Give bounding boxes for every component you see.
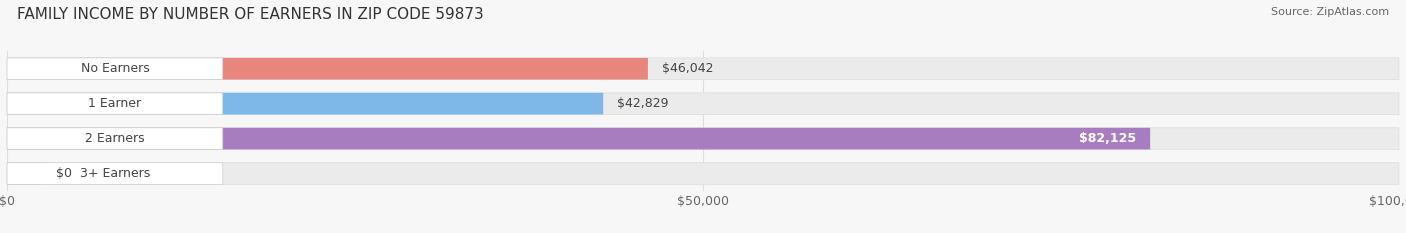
Text: $42,829: $42,829	[617, 97, 669, 110]
FancyBboxPatch shape	[7, 163, 222, 185]
FancyBboxPatch shape	[7, 128, 1399, 150]
FancyBboxPatch shape	[7, 163, 1399, 185]
Text: 2 Earners: 2 Earners	[86, 132, 145, 145]
FancyBboxPatch shape	[7, 128, 222, 150]
Text: Source: ZipAtlas.com: Source: ZipAtlas.com	[1271, 7, 1389, 17]
FancyBboxPatch shape	[7, 163, 42, 185]
Text: $46,042: $46,042	[662, 62, 713, 75]
FancyBboxPatch shape	[7, 58, 1399, 80]
FancyBboxPatch shape	[7, 58, 222, 80]
Text: 1 Earner: 1 Earner	[89, 97, 142, 110]
Text: 3+ Earners: 3+ Earners	[80, 167, 150, 180]
Text: $82,125: $82,125	[1080, 132, 1136, 145]
Text: No Earners: No Earners	[80, 62, 149, 75]
FancyBboxPatch shape	[7, 58, 648, 80]
Text: FAMILY INCOME BY NUMBER OF EARNERS IN ZIP CODE 59873: FAMILY INCOME BY NUMBER OF EARNERS IN ZI…	[17, 7, 484, 22]
Text: $0: $0	[56, 167, 72, 180]
FancyBboxPatch shape	[7, 93, 1399, 115]
FancyBboxPatch shape	[7, 93, 222, 115]
FancyBboxPatch shape	[7, 93, 603, 115]
FancyBboxPatch shape	[7, 128, 1150, 150]
